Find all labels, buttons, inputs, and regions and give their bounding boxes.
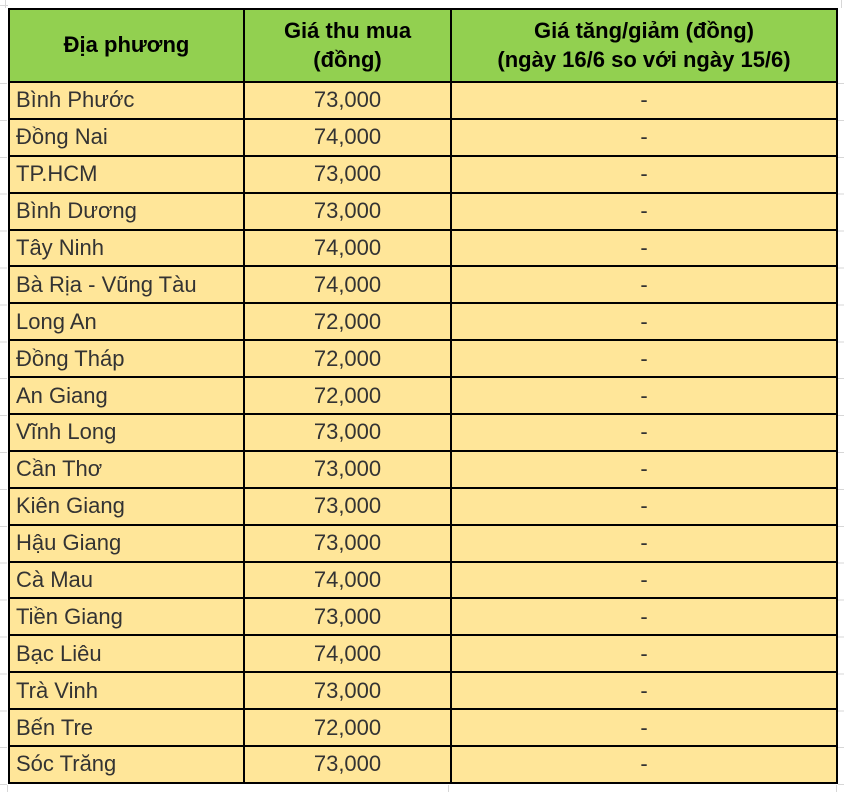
location-cell: Đồng Tháp xyxy=(8,339,245,379)
change-cell: - xyxy=(450,117,838,157)
location-cell: Long An xyxy=(8,302,245,342)
header-location: Địa phương xyxy=(8,8,245,83)
price-cell: 72,000 xyxy=(243,708,452,748)
price-cell: 73,000 xyxy=(243,523,452,563)
price-cell: 72,000 xyxy=(243,376,452,416)
price-cell: 73,000 xyxy=(243,486,452,526)
location-cell: Bình Dương xyxy=(8,191,245,231)
table-row: Bình Phước 73,000 - xyxy=(8,81,838,120)
change-cell: - xyxy=(450,486,838,526)
change-cell: - xyxy=(450,302,838,342)
table-row: Cà Mau 74,000 - xyxy=(8,560,838,600)
location-cell: Bình Phước xyxy=(8,81,245,120)
header-price: Giá thu mua (đồng) xyxy=(243,8,452,83)
location-cell: Tây Ninh xyxy=(8,228,245,268)
change-cell: - xyxy=(450,449,838,489)
table-row: Vĩnh Long 73,000 - xyxy=(8,413,838,452)
location-cell: Đồng Nai xyxy=(8,117,245,157)
price-cell: 74,000 xyxy=(243,634,452,674)
location-cell: TP.HCM xyxy=(8,154,245,194)
header-change-line2: (ngày 16/6 so với ngày 15/6) xyxy=(497,46,791,72)
price-cell: 73,000 xyxy=(243,81,452,120)
table-row: Tây Ninh 74,000 - xyxy=(8,228,838,268)
margin-gridline xyxy=(836,785,837,792)
change-cell: - xyxy=(450,228,838,268)
location-cell: Bà Rịa - Vũng Tàu xyxy=(8,265,245,305)
table-row: Cần Thơ 73,000 - xyxy=(8,449,838,489)
change-cell: - xyxy=(450,560,838,600)
price-cell: 73,000 xyxy=(243,191,452,231)
location-cell: Hậu Giang xyxy=(8,523,245,563)
table-row: Bà Rịa - Vũng Tàu 74,000 - xyxy=(8,265,838,305)
price-cell: 73,000 xyxy=(243,597,452,637)
margin-gridline xyxy=(841,0,842,8)
table-row: Hậu Giang 73,000 - xyxy=(8,523,838,563)
table-row: Kiên Giang 73,000 - xyxy=(8,486,838,526)
margin-gridline xyxy=(838,83,844,785)
location-cell: Bạc Liêu xyxy=(8,634,245,674)
location-cell: Cần Thơ xyxy=(8,449,245,489)
header-change-line1: Giá tăng/giảm (đồng) xyxy=(534,17,754,43)
table-row: Bến Tre 72,000 - xyxy=(8,708,838,748)
change-cell: - xyxy=(450,597,838,637)
price-cell: 73,000 xyxy=(243,413,452,452)
table-header-row: Địa phương Giá thu mua (đồng) Giá tăng/g… xyxy=(8,8,838,83)
change-cell: - xyxy=(450,376,838,416)
margin-gridline xyxy=(0,83,7,785)
table-row: Đồng Nai 74,000 - xyxy=(8,117,838,157)
header-change: Giá tăng/giảm (đồng) (ngày 16/6 so với n… xyxy=(450,8,838,83)
table-row: Trà Vinh 73,000 - xyxy=(8,671,838,711)
table-row: Sóc Trăng 73,000 - xyxy=(8,745,838,784)
table-row: Tiền Giang 73,000 - xyxy=(8,597,838,637)
location-cell: Vĩnh Long xyxy=(8,413,245,452)
price-cell: 73,000 xyxy=(243,671,452,711)
change-cell: - xyxy=(450,265,838,305)
price-cell: 73,000 xyxy=(243,745,452,784)
price-cell: 72,000 xyxy=(243,339,452,379)
table-row: An Giang 72,000 - xyxy=(8,376,838,416)
location-cell: Trà Vinh xyxy=(8,671,245,711)
price-cell: 72,000 xyxy=(243,302,452,342)
table-row: Đồng Tháp 72,000 - xyxy=(8,339,838,379)
change-cell: - xyxy=(450,745,838,784)
header-price-line1: Giá thu mua xyxy=(283,17,412,43)
margin-gridline xyxy=(448,785,449,792)
table-row: TP.HCM 73,000 - xyxy=(8,154,838,194)
location-cell: Kiên Giang xyxy=(8,486,245,526)
price-cell: 74,000 xyxy=(243,560,452,600)
change-cell: - xyxy=(450,634,838,674)
price-cell: 74,000 xyxy=(243,265,452,305)
header-price-line2: (đồng) xyxy=(313,46,382,72)
location-cell: An Giang xyxy=(8,376,245,416)
table-row: Bình Dương 73,000 - xyxy=(8,191,838,231)
location-cell: Bến Tre xyxy=(8,708,245,748)
change-cell: - xyxy=(450,339,838,379)
margin-gridline xyxy=(7,785,8,792)
location-cell: Sóc Trăng xyxy=(8,745,245,784)
change-cell: - xyxy=(450,708,838,748)
margin-gridline xyxy=(0,5,8,6)
change-cell: - xyxy=(450,154,838,194)
price-cell: 74,000 xyxy=(243,228,452,268)
location-cell: Tiền Giang xyxy=(8,597,245,637)
change-cell: - xyxy=(450,523,838,563)
table-row: Long An 72,000 - xyxy=(8,302,838,342)
price-cell: 73,000 xyxy=(243,154,452,194)
change-cell: - xyxy=(450,671,838,711)
change-cell: - xyxy=(450,81,838,120)
change-cell: - xyxy=(450,191,838,231)
location-cell: Cà Mau xyxy=(8,560,245,600)
price-table: Địa phương Giá thu mua (đồng) Giá tăng/g… xyxy=(8,8,838,784)
table-row: Bạc Liêu 74,000 - xyxy=(8,634,838,674)
change-cell: - xyxy=(450,413,838,452)
price-cell: 73,000 xyxy=(243,449,452,489)
price-cell: 74,000 xyxy=(243,117,452,157)
margin-gridline xyxy=(5,0,6,8)
header-location-label: Địa phương xyxy=(63,32,190,58)
